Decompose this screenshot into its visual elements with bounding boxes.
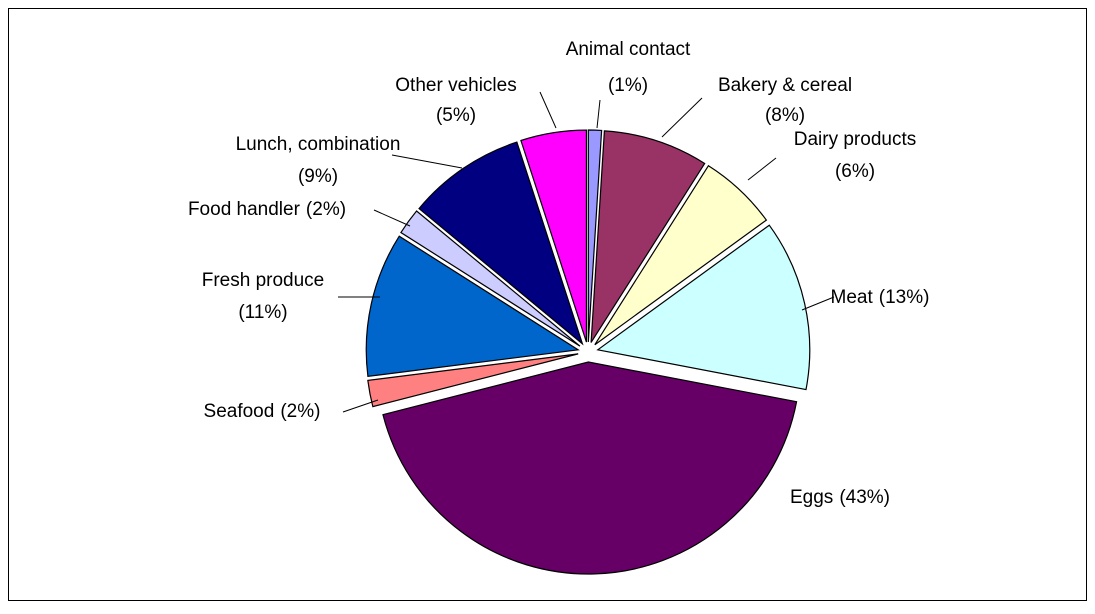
pie-slice (587, 129, 603, 343)
pie-slice (418, 141, 584, 346)
slice-label-value: (43%) (839, 487, 890, 508)
pie-slice (596, 224, 811, 391)
slice-label: Eggs (43%) (790, 487, 890, 508)
slice-label-name: Food handler (188, 199, 301, 220)
slice-label: Meat (13%) (831, 287, 930, 308)
slice-label-name: Animal contact (566, 39, 691, 60)
slice-label-name: Fresh produce (202, 270, 325, 291)
leader-line (801, 296, 835, 311)
leader-line (391, 154, 463, 169)
pie-slice (382, 361, 798, 575)
pie-slice (367, 353, 579, 408)
slice-label-name: Lunch, combination (236, 134, 401, 155)
slice-label: Seafood (2%) (204, 401, 321, 422)
leader-line (373, 209, 411, 227)
slice-label-name: Dairy products (794, 129, 917, 150)
leader-line (539, 91, 557, 129)
slice-label-value: (2%) (280, 401, 320, 422)
pie-slice (520, 129, 588, 343)
leader-line (342, 399, 379, 413)
slice-label-name: Meat (831, 287, 874, 308)
leader-line (596, 99, 601, 129)
slice-label-name: Eggs (790, 487, 833, 508)
slice-label-name: Bakery & cereal (718, 75, 852, 96)
slice-label: Food handler (2%) (188, 199, 346, 220)
pie-slice (400, 210, 581, 347)
slice-label-name: Other vehicles (395, 75, 516, 96)
pie-slice (594, 164, 768, 346)
slice-label-value: (6%) (835, 161, 875, 182)
slice-label-value: (1%) (608, 75, 648, 96)
slice-label-value: (5%) (436, 105, 476, 126)
slice-label-value: (9%) (298, 166, 338, 187)
slice-label-value: (2%) (306, 199, 346, 220)
slice-label-value: (8%) (765, 105, 805, 126)
leader-line (747, 157, 777, 181)
slice-label-value: (13%) (879, 287, 930, 308)
pie-slice (365, 235, 580, 378)
pie-slice (590, 130, 706, 343)
slice-label-value: (11%) (238, 302, 287, 323)
slice-label-name: Seafood (204, 401, 275, 422)
leader-line (661, 97, 703, 138)
